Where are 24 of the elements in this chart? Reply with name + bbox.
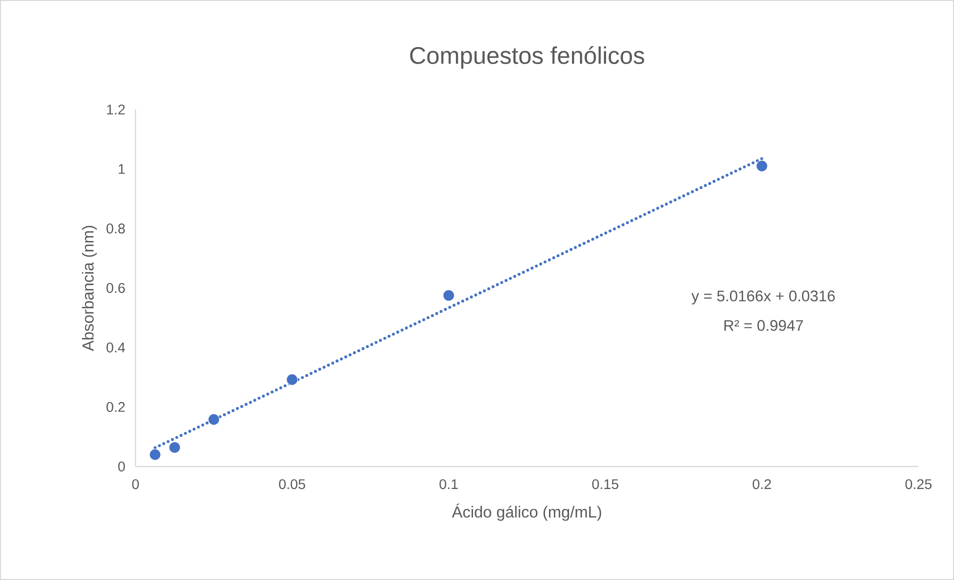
annotation: R² = 0.9947 [724,320,803,331]
y-tick-label: 1.2 [107,104,125,114]
y-tick-label: 1 [118,164,125,174]
y-tick-label: 0.8 [106,224,125,234]
point [149,448,161,460]
chart-title: Compuestos fenólicos [410,46,644,69]
point [286,374,298,386]
y-tick-label: 0.2 [106,402,125,412]
x-tick-label: 0.05 [279,479,306,490]
point [168,442,181,454]
x-tick-label: 0.15 [592,479,618,490]
point [208,414,220,426]
x-tick-label: 0 [132,479,139,490]
x-tick-label: 0.2 [752,479,771,490]
y-tick-label: 0 [118,462,125,472]
x-axis-title: Ácido gálico (mg/mL) [452,504,602,521]
x-tick-label: 0.1 [440,479,458,490]
y-axis-title: Absorbancia (nm) [82,226,97,352]
point [442,290,455,302]
y-tick-label: 0.6 [106,283,125,293]
point [756,160,768,172]
y-tick-label: 0.4 [106,342,126,352]
x-tick-label: 0.25 [905,479,932,490]
annotation: y = 5.0166x + 0.0316 [691,290,835,304]
